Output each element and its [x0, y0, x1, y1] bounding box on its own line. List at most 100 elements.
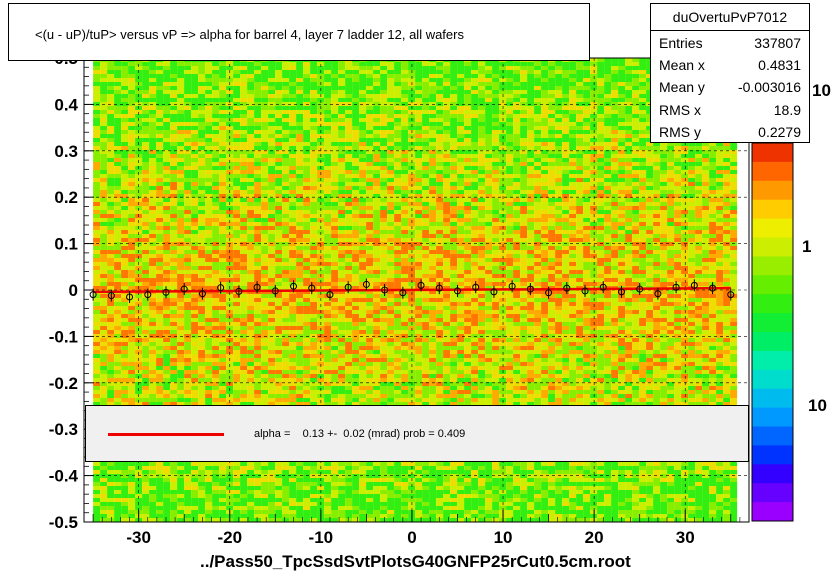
heatmap-cell [261, 230, 269, 234]
heatmap-cell [100, 258, 108, 262]
heatmap-cell [331, 290, 339, 294]
heatmap-cell [366, 182, 374, 186]
heatmap-cell [352, 494, 360, 498]
heatmap-cell [226, 402, 234, 406]
heatmap-cell [240, 314, 248, 318]
heatmap-cell [240, 342, 248, 346]
heatmap-cell [331, 166, 339, 170]
heatmap-cell [100, 478, 108, 482]
heatmap-cell [338, 102, 346, 106]
heatmap-cell [177, 234, 185, 238]
heatmap-cell [254, 390, 262, 394]
heatmap-cell [212, 154, 220, 158]
heatmap-cell [282, 246, 290, 250]
heatmap-cell [296, 462, 304, 466]
heatmap-cell [289, 290, 297, 294]
heatmap-cell [149, 122, 157, 126]
heatmap-cell [289, 498, 297, 502]
heatmap-cell [254, 114, 262, 118]
heatmap-cell [233, 90, 241, 94]
heatmap-cell [191, 90, 199, 94]
heatmap-cell [282, 506, 290, 510]
heatmap-cell [233, 82, 241, 86]
heatmap-cell [359, 62, 367, 66]
heatmap-cell [198, 514, 206, 518]
heatmap-cell [184, 162, 192, 166]
heatmap-cell [268, 254, 276, 258]
heatmap-cell [247, 202, 255, 206]
heatmap-cell [121, 362, 129, 366]
heatmap-cell [240, 482, 248, 486]
heatmap-cell [296, 506, 304, 510]
heatmap-cell [149, 138, 157, 142]
heatmap-cell [149, 310, 157, 314]
heatmap-cell [324, 182, 332, 186]
heatmap-cell [303, 462, 311, 466]
heatmap-cell [310, 82, 318, 86]
heatmap-cell [268, 466, 276, 470]
heatmap-cell [177, 502, 185, 506]
heatmap-cell [289, 466, 297, 470]
heatmap-cell [177, 238, 185, 242]
heatmap-cell [149, 362, 157, 366]
heatmap-cell [380, 238, 388, 242]
heatmap-cell [296, 86, 304, 90]
heatmap-cell [275, 242, 283, 246]
heatmap-cell [338, 518, 346, 522]
heatmap-cell [352, 250, 360, 254]
heatmap-cell [268, 74, 276, 78]
heatmap-cell [331, 310, 339, 314]
heatmap-cell [282, 294, 290, 298]
heatmap-cell [254, 162, 262, 166]
heatmap-cell [121, 342, 129, 346]
heatmap-cell [114, 330, 122, 334]
heatmap-cell [366, 298, 374, 302]
heatmap-cell [359, 182, 367, 186]
heatmap-cell [156, 218, 164, 222]
heatmap-cell [177, 374, 185, 378]
heatmap-cell [282, 470, 290, 474]
heatmap-cell [359, 462, 367, 466]
heatmap-cell [191, 114, 199, 118]
heatmap-cell [331, 294, 339, 298]
heatmap-cell [359, 402, 367, 406]
heatmap-cell [380, 174, 388, 178]
heatmap-cell [198, 106, 206, 110]
heatmap-cell [247, 246, 255, 250]
heatmap-cell [163, 62, 171, 66]
heatmap-cell [226, 270, 234, 274]
heatmap-cell [128, 342, 136, 346]
heatmap-cell [184, 90, 192, 94]
heatmap-cell [303, 298, 311, 302]
heatmap-cell [142, 174, 150, 178]
heatmap-cell [387, 474, 395, 478]
heatmap-cell [324, 162, 332, 166]
heatmap-cell [219, 174, 227, 178]
heatmap-cell [191, 510, 199, 514]
heatmap-cell [142, 326, 150, 330]
heatmap-cell [338, 294, 346, 298]
heatmap-cell [205, 346, 213, 350]
heatmap-cell [205, 266, 213, 270]
heatmap-cell [310, 350, 318, 354]
heatmap-cell [212, 118, 220, 122]
heatmap-cell [107, 358, 115, 362]
heatmap-cell [212, 326, 220, 330]
heatmap-cell [366, 514, 374, 518]
heatmap-cell [331, 102, 339, 106]
heatmap-cell [100, 518, 108, 522]
heatmap-cell [142, 490, 150, 494]
heatmap-cell [205, 270, 213, 274]
heatmap-cell [310, 506, 318, 510]
heatmap-cell [324, 466, 332, 470]
heatmap-cell [331, 322, 339, 326]
heatmap-cell [247, 502, 255, 506]
heatmap-cell [373, 146, 381, 150]
heatmap-cell [191, 506, 199, 510]
heatmap-cell [254, 266, 262, 270]
heatmap-cell [163, 490, 171, 494]
heatmap-cell [184, 126, 192, 130]
heatmap-cell [240, 298, 248, 302]
heatmap-cell [338, 210, 346, 214]
heatmap-cell [296, 314, 304, 318]
